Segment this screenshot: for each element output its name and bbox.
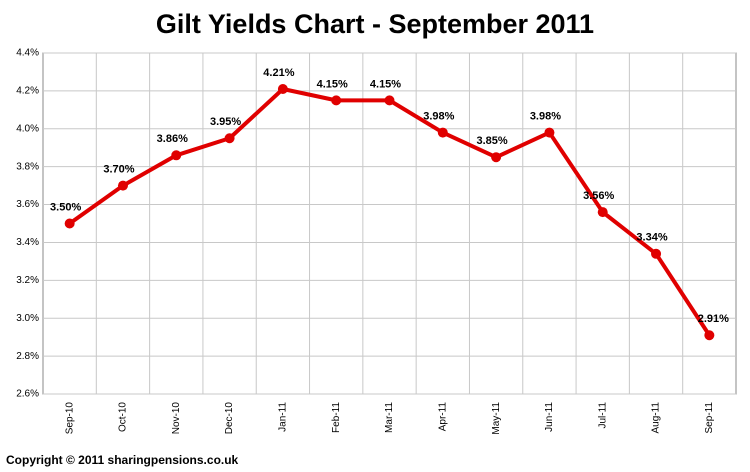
value-label: 3.85% <box>477 135 508 147</box>
value-label: 4.15% <box>370 78 401 90</box>
y-tick-label: 4.4% <box>16 48 39 59</box>
y-tick-label: 3.6% <box>16 199 39 210</box>
point <box>277 83 288 94</box>
x-tick-label: Feb-11 <box>331 402 342 433</box>
value-label: 4.15% <box>317 78 348 90</box>
value-label: 3.95% <box>210 116 241 128</box>
copyright: Copyright © 2011 sharingpensions.co.uk <box>6 453 239 467</box>
point <box>704 330 715 341</box>
point <box>64 218 75 229</box>
x-tick-label: Aug-11 <box>651 402 662 434</box>
point <box>491 152 502 163</box>
x-tick-label: Sep-11 <box>704 402 715 434</box>
value-label: 4.21% <box>263 67 294 79</box>
x-tick-label: Jan-11 <box>278 402 289 432</box>
point <box>331 95 342 106</box>
point <box>651 248 662 259</box>
x-tick-label: Sep-10 <box>64 402 75 435</box>
point <box>171 150 182 161</box>
x-tick-label: May-11 <box>491 402 502 435</box>
y-tick-label: 3.4% <box>16 237 39 248</box>
x-tick-label: Apr-11 <box>437 402 448 432</box>
y-tick-label: 4.2% <box>16 86 39 97</box>
y-tick-label: 2.6% <box>16 389 39 400</box>
point <box>384 95 395 106</box>
value-label: 3.56% <box>583 190 614 202</box>
x-tick-label: Mar-11 <box>384 402 395 433</box>
value-label: 3.86% <box>157 133 188 145</box>
x-tick-label: Oct-10 <box>118 402 129 432</box>
point <box>437 127 448 138</box>
x-tick-label: Nov-10 <box>171 402 182 435</box>
value-label: 3.50% <box>50 201 81 213</box>
x-tick-label: Dec-10 <box>224 402 235 435</box>
x-tick-label: Jun-11 <box>544 402 555 432</box>
value-label: 3.98% <box>530 110 561 122</box>
chart-title: Gilt Yields Chart - September 2011 <box>156 9 594 39</box>
y-tick-label: 2.8% <box>16 351 39 362</box>
y-tick-label: 3.8% <box>16 161 39 172</box>
value-label: 2.91% <box>698 313 729 325</box>
y-tick-label: 3.0% <box>16 313 39 324</box>
y-tick-label: 4.0% <box>16 123 39 134</box>
point <box>117 180 128 191</box>
value-label: 3.70% <box>103 164 134 176</box>
value-label: 3.34% <box>636 232 667 244</box>
y-tick-label: 3.2% <box>16 275 39 286</box>
value-label: 3.98% <box>423 110 454 122</box>
point <box>224 133 235 144</box>
x-tick-label: Jul-11 <box>597 402 608 429</box>
point <box>597 207 608 218</box>
point <box>544 127 555 138</box>
